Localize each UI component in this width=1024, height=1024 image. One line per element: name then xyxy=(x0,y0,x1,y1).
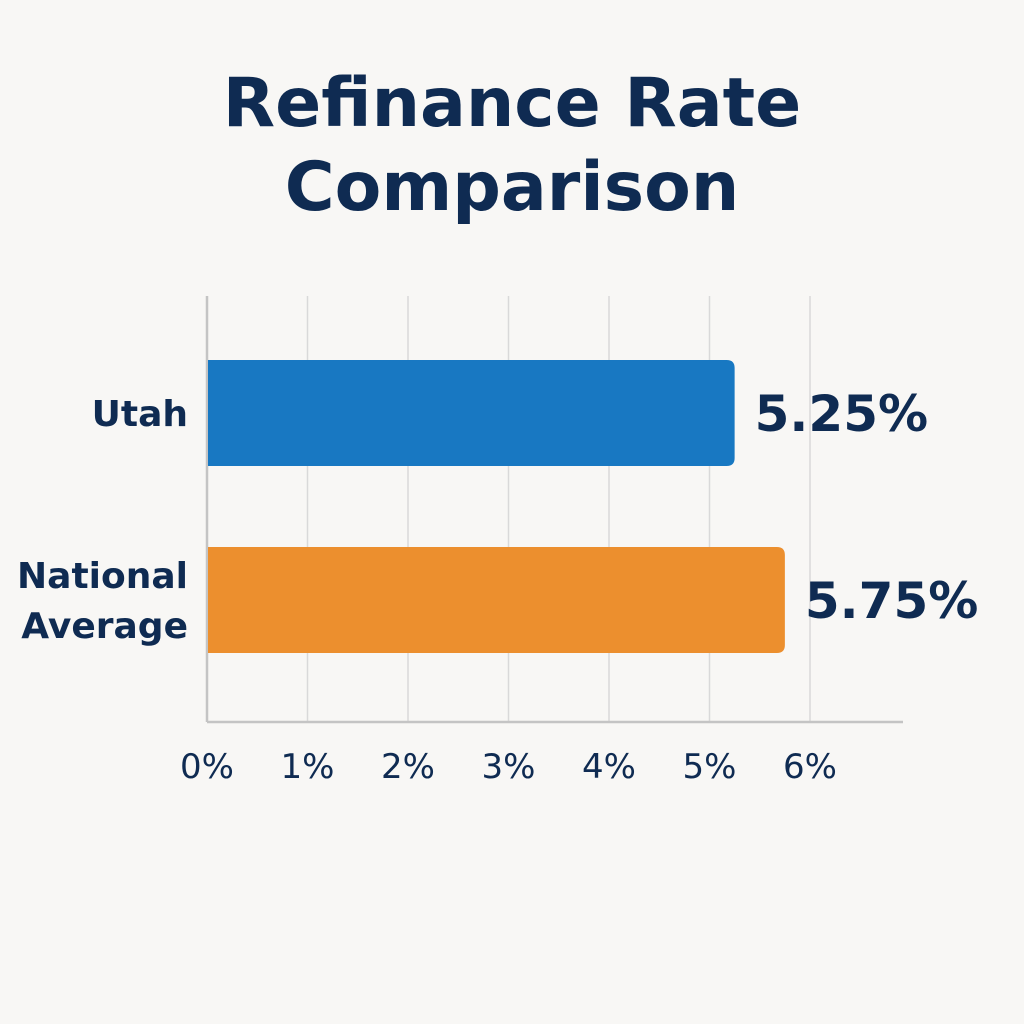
category-label: National Average xyxy=(17,556,188,647)
x-tick-label: 6% xyxy=(783,747,837,787)
bars xyxy=(208,360,785,653)
labels: 0% 1% 2% 3% 4% 5% 6% 5.25% Utah 5.75% National Aver… xyxy=(17,385,978,787)
bar-national-average xyxy=(208,547,785,653)
value-label: 5.25% xyxy=(755,385,928,443)
x-tick-label: 5% xyxy=(683,747,737,787)
x-tick-label: 0% xyxy=(180,747,234,787)
chart-title-line-2: Comparison xyxy=(284,148,740,227)
category-label-line: Average xyxy=(21,606,188,647)
x-tick-label: 1% xyxy=(281,747,335,787)
category-label-line: Utah xyxy=(92,394,188,435)
bar-utah xyxy=(208,360,735,466)
value-label: 5.75% xyxy=(805,572,978,630)
x-tick-label: 2% xyxy=(381,747,435,787)
x-tick-label: 3% xyxy=(482,747,536,787)
chart-title-line-1: Refinance Rate xyxy=(222,64,802,143)
axes xyxy=(205,296,903,724)
gridlines xyxy=(306,296,811,722)
category-label: Utah xyxy=(92,394,188,435)
x-tick-label: 4% xyxy=(582,747,636,787)
category-label-line: National xyxy=(17,556,188,597)
chart-title: Refinance Rate Comparison xyxy=(0,62,1024,230)
